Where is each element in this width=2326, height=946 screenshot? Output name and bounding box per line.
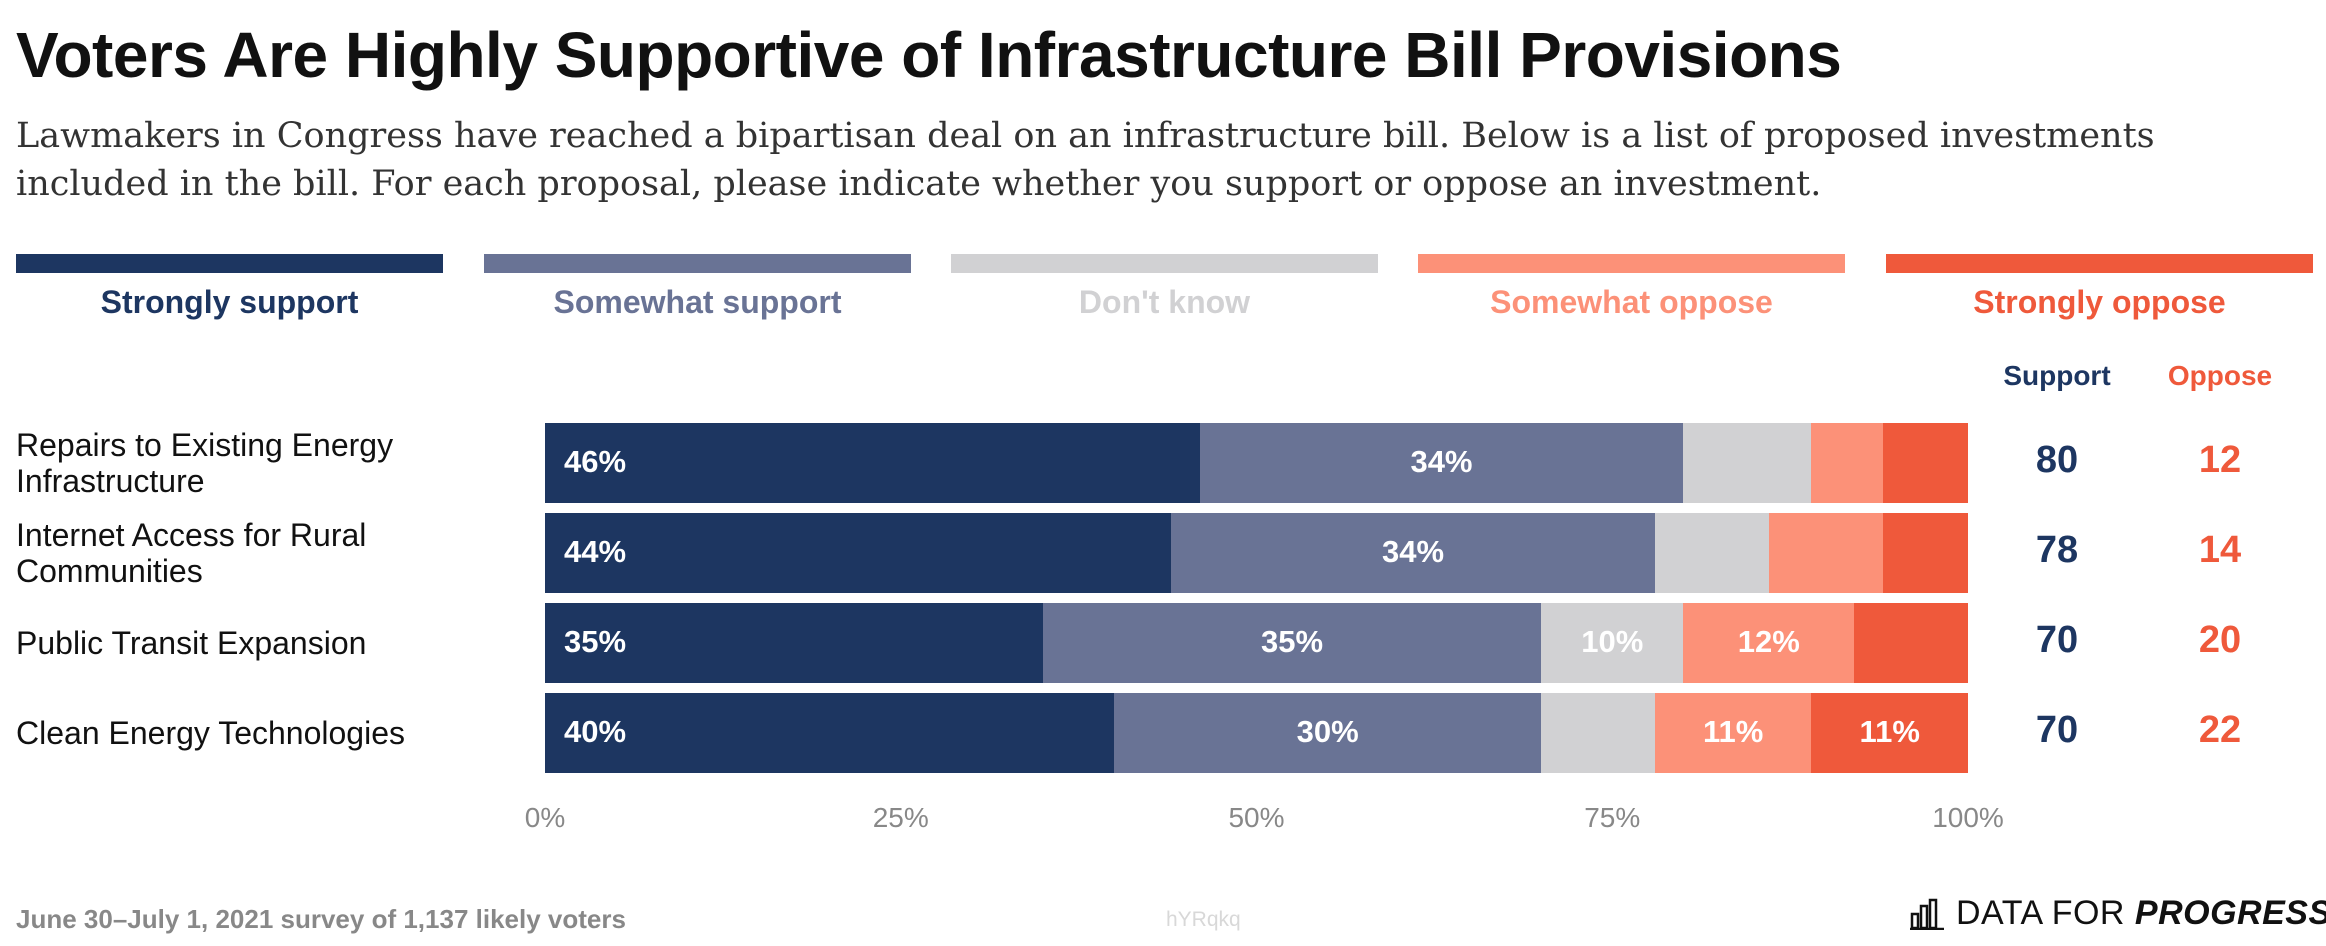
legend-item: Strongly oppose (1886, 254, 2313, 324)
chart-title: Voters Are Highly Supportive of Infrastr… (16, 19, 1842, 91)
legend-item: Don't know (951, 254, 1378, 324)
brand-prefix: DATA FOR (1956, 893, 2135, 932)
data-label: 34% (1381, 534, 1445, 569)
legend-item: Somewhat support (484, 254, 911, 324)
bar-segment (1854, 603, 1968, 683)
data-label: 11% (1859, 714, 1920, 749)
data-label: 35% (564, 624, 627, 659)
support-total: 78 (2035, 529, 2079, 571)
data-label: 34% (1410, 444, 1473, 479)
data-label: 30% (1296, 714, 1359, 749)
oppose-total: 12 (2198, 439, 2242, 481)
bar-segment (1882, 513, 1968, 593)
bar-chart-icon (1910, 898, 1944, 930)
oppose-column-header: Oppose (2167, 360, 2273, 391)
data-label: 35% (1261, 624, 1324, 659)
bar-segment (1541, 603, 1684, 683)
data-label: 46% (564, 444, 627, 479)
survey-footnote: June 30–July 1, 2021 survey of 1,137 lik… (16, 904, 626, 934)
support-total: 70 (2035, 709, 2079, 751)
legend-label: Don't know (1078, 284, 1251, 320)
bar-segment (1882, 423, 1968, 503)
legend-label: Somewhat support (553, 284, 842, 320)
bar-segment (545, 603, 1044, 683)
brand-logo: DATA FOR PROGRESS (1910, 892, 2326, 934)
support-total: 80 (2035, 439, 2079, 481)
x-tick-label: 25% (872, 802, 929, 833)
row-label: Repairs to Existing Energy Infrastructur… (16, 427, 394, 499)
row-label: Public Transit Expansion (16, 625, 367, 661)
data-label: 11% (1703, 714, 1764, 749)
legend-item: Strongly support (16, 254, 443, 324)
row-label: Internet Access for Rural Communities (16, 517, 367, 589)
bar-segment (1683, 603, 1855, 683)
bar-segment (545, 513, 1172, 593)
bar-segment (1683, 423, 1812, 503)
brand-emphasis: PROGRESS (2134, 893, 2326, 932)
x-tick-label: 0% (524, 802, 566, 833)
oppose-total: 14 (2198, 529, 2242, 571)
data-label: 12% (1737, 624, 1800, 659)
x-tick-label: 75% (1584, 802, 1641, 833)
legend-swatch (951, 254, 1378, 273)
legend-swatch (16, 254, 443, 273)
watermark: hYRqkq (1166, 908, 1241, 931)
bar-segment (1768, 513, 1883, 593)
legend-swatch (484, 254, 911, 273)
legend-label: Strongly support (100, 284, 359, 320)
bar-segment (1043, 603, 1542, 683)
bar-segment (1811, 693, 1968, 773)
bar-segment (1654, 513, 1769, 593)
bar-segment (1199, 423, 1684, 503)
legend-swatch (1886, 254, 2313, 273)
bar-segment (1114, 693, 1542, 773)
support-column-header: Support (2003, 360, 2111, 391)
legend-label: Strongly oppose (1973, 284, 2226, 320)
data-label: 10% (1581, 624, 1644, 659)
legend-item: Somewhat oppose (1418, 254, 1845, 324)
legend-swatch (1418, 254, 1845, 273)
chart-subtitle: Lawmakers in Congress have reached a bip… (16, 116, 2155, 204)
brand-name: DATA FOR PROGRESS (1956, 894, 2326, 933)
support-total: 70 (2035, 619, 2079, 661)
bar-segment (545, 693, 1115, 773)
bar-segment (1541, 693, 1655, 773)
bar-segment (1654, 693, 1812, 773)
oppose-total: 22 (2198, 709, 2242, 751)
x-tick-label: 100% (1932, 802, 2004, 833)
data-label: 44% (564, 534, 627, 569)
bar-segment (1811, 423, 1883, 503)
x-tick-label: 50% (1228, 802, 1285, 833)
legend-label: Somewhat oppose (1490, 284, 1773, 320)
bar-segment (545, 423, 1200, 503)
oppose-total: 20 (2198, 619, 2242, 661)
bar-segment (1171, 513, 1655, 593)
row-label: Clean Energy Technologies (16, 715, 405, 751)
data-label: 40% (564, 714, 627, 749)
